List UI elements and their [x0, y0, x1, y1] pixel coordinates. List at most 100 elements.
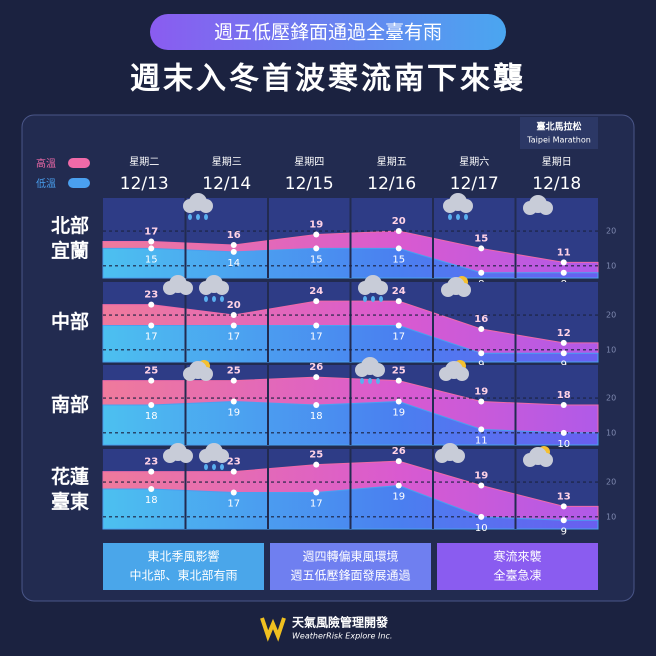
point	[313, 245, 320, 252]
cloud-part	[539, 201, 553, 215]
point	[560, 339, 567, 346]
cloud-part	[179, 281, 193, 295]
cloud-part	[215, 449, 229, 463]
point	[148, 301, 155, 308]
point	[313, 231, 320, 238]
rain-drop	[204, 214, 208, 220]
value-label: 17	[145, 331, 158, 342]
value-label: 10	[475, 523, 488, 534]
value-label: 18	[145, 411, 158, 422]
point	[395, 298, 402, 305]
point	[560, 402, 567, 408]
value-label: 17	[227, 331, 240, 342]
legend-swatch	[68, 178, 90, 188]
value-label: 18	[557, 390, 571, 401]
legend-label: 高溫	[36, 157, 56, 170]
point	[313, 402, 320, 408]
value-label: 15	[145, 254, 158, 265]
value-label: 18	[145, 495, 158, 506]
weather-icon	[163, 443, 193, 463]
value-label: 14	[227, 258, 240, 269]
point	[478, 245, 485, 252]
value-label: 19	[474, 471, 488, 482]
cloud-part	[199, 367, 213, 381]
rain-drop	[376, 378, 380, 384]
note-text: 寒流來襲	[493, 549, 541, 564]
legend-label: 低溫	[36, 177, 56, 190]
value-label: 15	[392, 254, 405, 265]
value-label: 15	[310, 254, 323, 265]
weather-icon	[523, 195, 553, 215]
value-label: 24	[392, 286, 406, 297]
point	[478, 398, 485, 405]
point	[395, 458, 402, 465]
region-line: 花蓮	[51, 465, 89, 488]
region-line: 宜蘭	[51, 239, 89, 262]
marathon-label: 臺北馬拉松	[536, 121, 581, 133]
footer: 天氣風險管理開發 WeatherRisk Explore Inc.	[260, 615, 392, 642]
rain-drop	[212, 296, 216, 302]
rain-drop	[220, 464, 224, 470]
point	[560, 269, 567, 276]
y-tick-label: 20	[606, 478, 616, 487]
region-line: 臺東	[51, 490, 89, 513]
point	[230, 489, 237, 496]
region-label: 中部	[51, 310, 89, 333]
y-tick-label: 20	[606, 311, 616, 320]
point	[395, 228, 402, 235]
date: 12/17	[450, 174, 499, 194]
y-tick-label: 10	[606, 345, 616, 354]
date: 12/15	[285, 174, 334, 194]
weekday: 星期四	[294, 156, 324, 168]
value-label: 9	[561, 526, 567, 537]
cloud-part	[215, 281, 229, 295]
value-label: 24	[309, 286, 323, 297]
point	[230, 312, 237, 319]
rain-drop	[448, 214, 452, 220]
point	[560, 517, 567, 524]
note-text: 週五低壓鋒面發展通過	[290, 568, 410, 583]
value-label: 23	[227, 457, 241, 468]
value-label: 19	[392, 492, 405, 503]
point	[478, 325, 485, 332]
point	[478, 269, 485, 276]
point	[230, 241, 237, 248]
point	[560, 429, 567, 436]
note-text: 週四轉偏東風環境	[302, 549, 398, 564]
value-label: 17	[392, 331, 405, 342]
weather-icon	[439, 361, 469, 381]
value-label: 12	[557, 328, 571, 339]
cloud-part	[179, 449, 193, 463]
value-label: 26	[309, 362, 323, 373]
point	[478, 350, 485, 357]
value-label: 17	[310, 498, 323, 509]
marathon-box	[520, 117, 598, 149]
point	[560, 350, 567, 357]
rain-drop	[456, 214, 460, 220]
cloud-part	[539, 453, 553, 467]
point	[148, 238, 155, 245]
rain-drop	[212, 464, 216, 470]
value-label: 17	[310, 331, 323, 342]
rain-drop	[196, 214, 200, 220]
logo	[260, 617, 286, 642]
cloud-part	[374, 281, 388, 295]
point	[148, 322, 155, 329]
rain-drop	[220, 296, 224, 302]
value-label: 23	[144, 457, 158, 468]
rain-drop	[204, 296, 208, 302]
weather-icon	[355, 357, 385, 384]
value-label: 23	[144, 290, 158, 301]
point	[148, 245, 155, 252]
point	[395, 322, 402, 329]
value-label: 20	[227, 300, 241, 311]
point	[230, 248, 237, 255]
cloud-part	[455, 367, 469, 381]
point	[148, 486, 155, 492]
date: 12/16	[367, 174, 416, 194]
weekday: 星期六	[459, 156, 489, 168]
weather-icon	[441, 277, 471, 297]
value-label: 11	[557, 247, 571, 258]
rain-drop	[360, 378, 364, 384]
